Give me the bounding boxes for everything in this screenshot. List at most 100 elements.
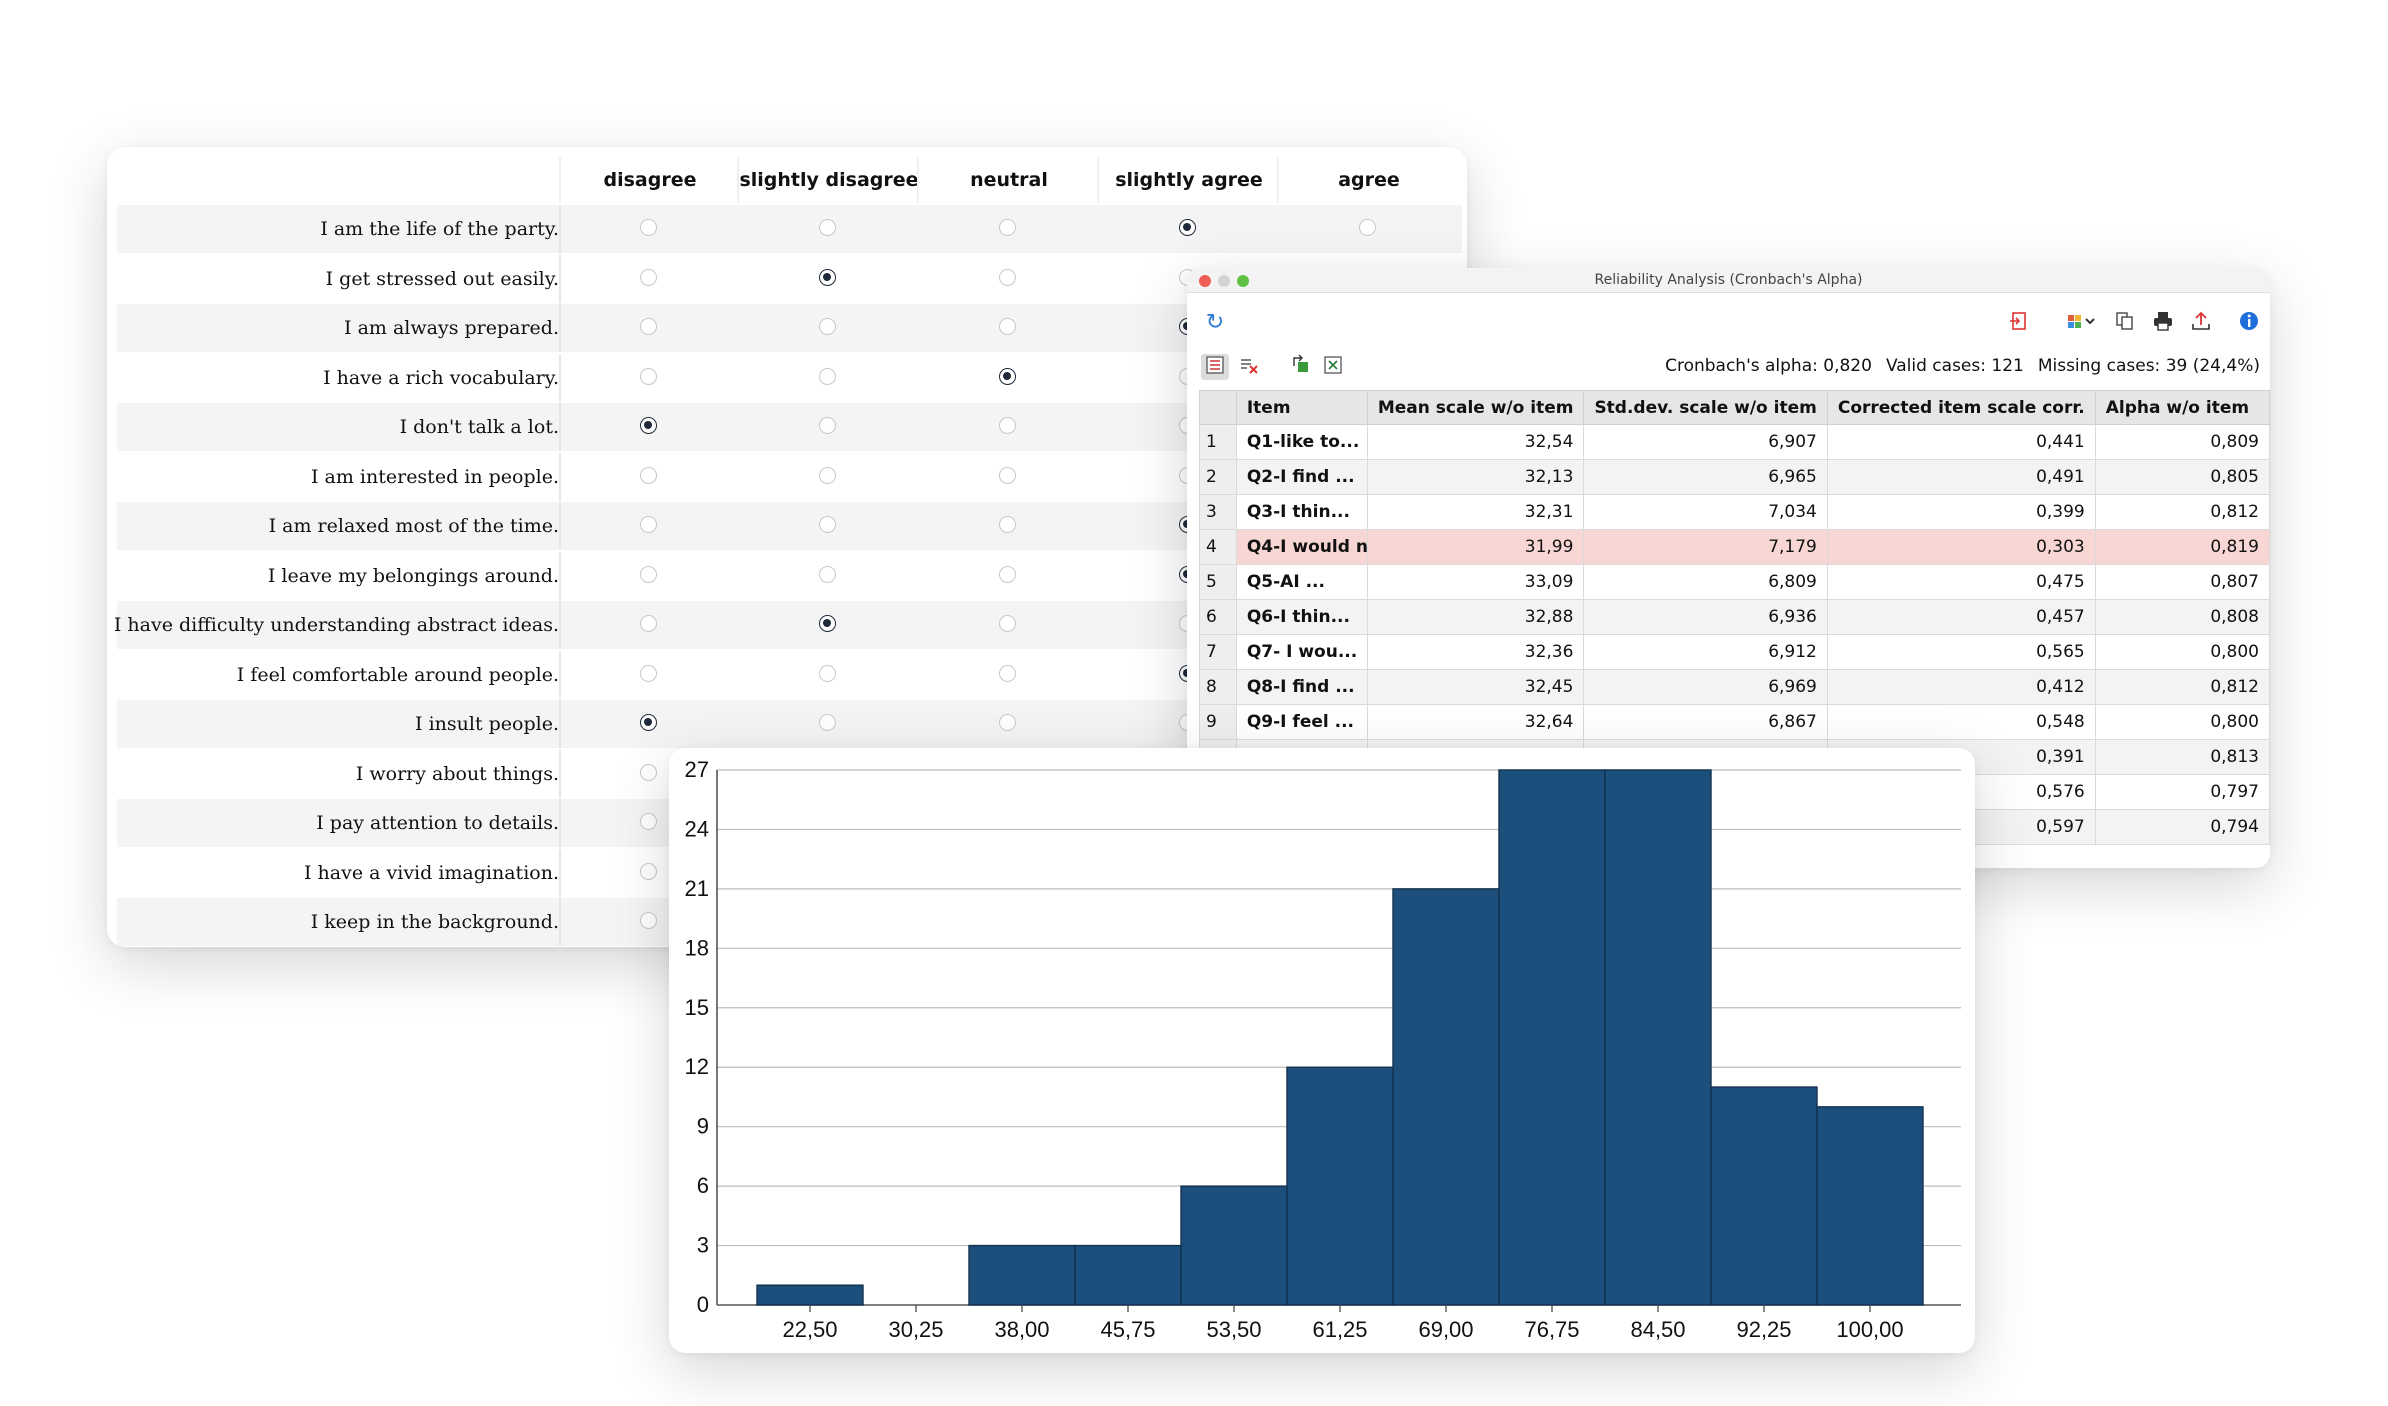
table-row[interactable]: 4 Q4-I would n 31,99 7,179 0,303 0,819 xyxy=(1199,529,2270,565)
survey-item-label: I insult people. xyxy=(415,713,559,735)
missing-cases: Missing cases: 39 (24,4%) xyxy=(2037,356,2260,376)
radio-slightly-disagree[interactable] xyxy=(818,367,836,385)
row-number: 5 xyxy=(1199,564,1237,600)
cell-alpha: 0,809 xyxy=(2094,424,2270,460)
cell-corr: 0,441 xyxy=(1826,424,2096,460)
histogram-chart: 0 3 6 9 12 15 18 21 24 27 22,50 30,25 38,00 45,75 53,5… xyxy=(685,757,1961,1342)
table-header-row: Item Mean scale w/o item Std.dev. scale … xyxy=(1199,390,2270,425)
radio-neutral[interactable] xyxy=(998,615,1016,632)
radio-slightly-disagree[interactable] xyxy=(818,664,836,682)
cronbach-alpha: Cronbach's alpha: 0,820 xyxy=(1665,356,1872,376)
radio-disagree[interactable] xyxy=(639,466,657,484)
radio-disagree[interactable] xyxy=(639,664,657,682)
radio-disagree[interactable] xyxy=(639,813,657,830)
import-icon[interactable] xyxy=(2005,310,2033,336)
header-alpha[interactable]: Alpha w/o item xyxy=(2094,390,2270,425)
row-number: 1 xyxy=(1199,424,1237,460)
radio-neutral[interactable] xyxy=(998,565,1016,583)
table-row[interactable]: 5 Q5-AI ... 33,09 6,809 0,475 0,807 xyxy=(1199,564,2270,600)
radio-neutral[interactable] xyxy=(998,367,1016,385)
radio-slightly-disagree[interactable] xyxy=(818,516,836,533)
radio-agree[interactable] xyxy=(1358,219,1376,236)
row-separator xyxy=(559,205,561,253)
radio-disagree[interactable] xyxy=(639,367,657,385)
radio-disagree[interactable] xyxy=(639,417,657,434)
radio-neutral[interactable] xyxy=(998,664,1016,682)
export-icon[interactable] xyxy=(2187,310,2215,336)
header-mean[interactable]: Mean scale w/o item xyxy=(1366,390,1585,425)
cell-alpha: 0,808 xyxy=(2094,599,2270,635)
column-neutral: neutral xyxy=(917,157,1099,203)
radio-slightly-disagree[interactable] xyxy=(818,268,836,286)
survey-item-label: I pay attention to details. xyxy=(316,812,559,834)
survey-item-label: I keep in the background. xyxy=(310,911,559,933)
info-icon[interactable] xyxy=(2235,310,2263,336)
x-tick-label: 22,50 xyxy=(782,1317,837,1342)
table-row[interactable]: 9 Q9-I feel ... 32,64 6,867 0,548 0,800 xyxy=(1199,704,2270,740)
table-row[interactable]: 7 Q7- I wou... 32,36 6,912 0,565 0,800 xyxy=(1199,634,2270,670)
list-view-icon[interactable] xyxy=(1201,354,1229,380)
radio-neutral[interactable] xyxy=(998,417,1016,434)
radio-disagree[interactable] xyxy=(639,516,657,533)
header-corr[interactable]: Corrected item scale corr. xyxy=(1826,390,2096,425)
cell-alpha: 0,812 xyxy=(2094,494,2270,530)
radio-slightly-disagree[interactable] xyxy=(818,417,836,434)
radio-disagree[interactable] xyxy=(639,912,657,929)
table-row[interactable]: 6 Q6-I thin... 32,88 6,936 0,457 0,808 xyxy=(1199,599,2270,635)
close-window-button[interactable] xyxy=(1199,275,1211,287)
radio-slightly-disagree[interactable] xyxy=(818,219,836,236)
radio-disagree[interactable] xyxy=(639,318,657,335)
row-separator xyxy=(559,749,561,798)
radio-slightly-disagree[interactable] xyxy=(818,565,836,583)
move-icon[interactable] xyxy=(1287,354,1315,380)
radio-slightly-disagree[interactable] xyxy=(818,714,836,731)
radio-slightly-agree[interactable] xyxy=(1178,219,1196,236)
minimize-window-button[interactable] xyxy=(1218,275,1230,287)
copy-icon[interactable] xyxy=(2111,310,2139,336)
cell-stddev: 6,965 xyxy=(1583,459,1828,495)
header-item[interactable]: Item xyxy=(1235,390,1368,425)
table-row[interactable]: 2 Q2-I find ... 32,13 6,965 0,491 0,805 xyxy=(1199,459,2270,495)
radio-disagree[interactable] xyxy=(639,763,657,781)
radio-disagree[interactable] xyxy=(639,219,657,236)
radio-neutral[interactable] xyxy=(998,466,1016,484)
radio-slightly-disagree[interactable] xyxy=(818,615,836,632)
header-stddev[interactable]: Std.dev. scale w/o item xyxy=(1583,390,1828,425)
print-icon[interactable] xyxy=(2149,310,2177,336)
radio-disagree[interactable] xyxy=(639,714,657,731)
chart-options-icon[interactable] xyxy=(2064,310,2104,336)
zoom-window-button[interactable] xyxy=(1237,275,1249,287)
refresh-icon[interactable]: ↻ xyxy=(1205,310,1225,335)
radio-neutral[interactable] xyxy=(998,714,1016,731)
radio-disagree[interactable] xyxy=(639,268,657,286)
radio-neutral[interactable] xyxy=(998,268,1016,286)
summary-stats: Cronbach's alpha: 0,820 Valid cases: 121 M… xyxy=(1651,356,2260,376)
cell-item: Q1-like to... xyxy=(1235,424,1368,460)
radio-slightly-disagree[interactable] xyxy=(818,318,836,335)
cell-mean: 32,31 xyxy=(1366,494,1585,530)
radio-disagree[interactable] xyxy=(639,615,657,632)
radio-disagree[interactable] xyxy=(639,862,657,880)
radio-neutral[interactable] xyxy=(998,516,1016,533)
x-tick-label: 92,25 xyxy=(1736,1317,1791,1342)
excel-icon[interactable] xyxy=(1319,354,1347,380)
radio-slightly-disagree[interactable] xyxy=(818,466,836,484)
radio-neutral[interactable] xyxy=(998,318,1016,335)
survey-item-label: I leave my belongings around. xyxy=(267,564,559,587)
column-agree: agree xyxy=(1277,157,1459,203)
histogram-bar xyxy=(1498,769,1606,1306)
cell-mean: 32,88 xyxy=(1366,599,1585,635)
cell-alpha: 0,794 xyxy=(2094,809,2270,845)
cell-alpha: 0,813 xyxy=(2094,739,2270,775)
cell-item: Q4-I would n xyxy=(1235,529,1368,565)
table-row[interactable]: 3 Q3-I thin... 32,31 7,034 0,399 0,812 xyxy=(1199,494,2270,530)
cell-stddev: 6,969 xyxy=(1583,669,1828,705)
radio-disagree[interactable] xyxy=(639,565,657,583)
clear-icon[interactable] xyxy=(1235,354,1263,380)
table-row[interactable]: 1 Q1-like to... 32,54 6,907 0,441 0,809 xyxy=(1199,424,2270,460)
radio-neutral[interactable] xyxy=(998,219,1016,236)
row-separator xyxy=(559,898,561,946)
table-row[interactable]: 8 Q8-I find ... 32,45 6,969 0,412 0,812 xyxy=(1199,669,2270,705)
y-tick-label: 15 xyxy=(685,995,709,1020)
cell-stddev: 6,936 xyxy=(1583,599,1828,635)
